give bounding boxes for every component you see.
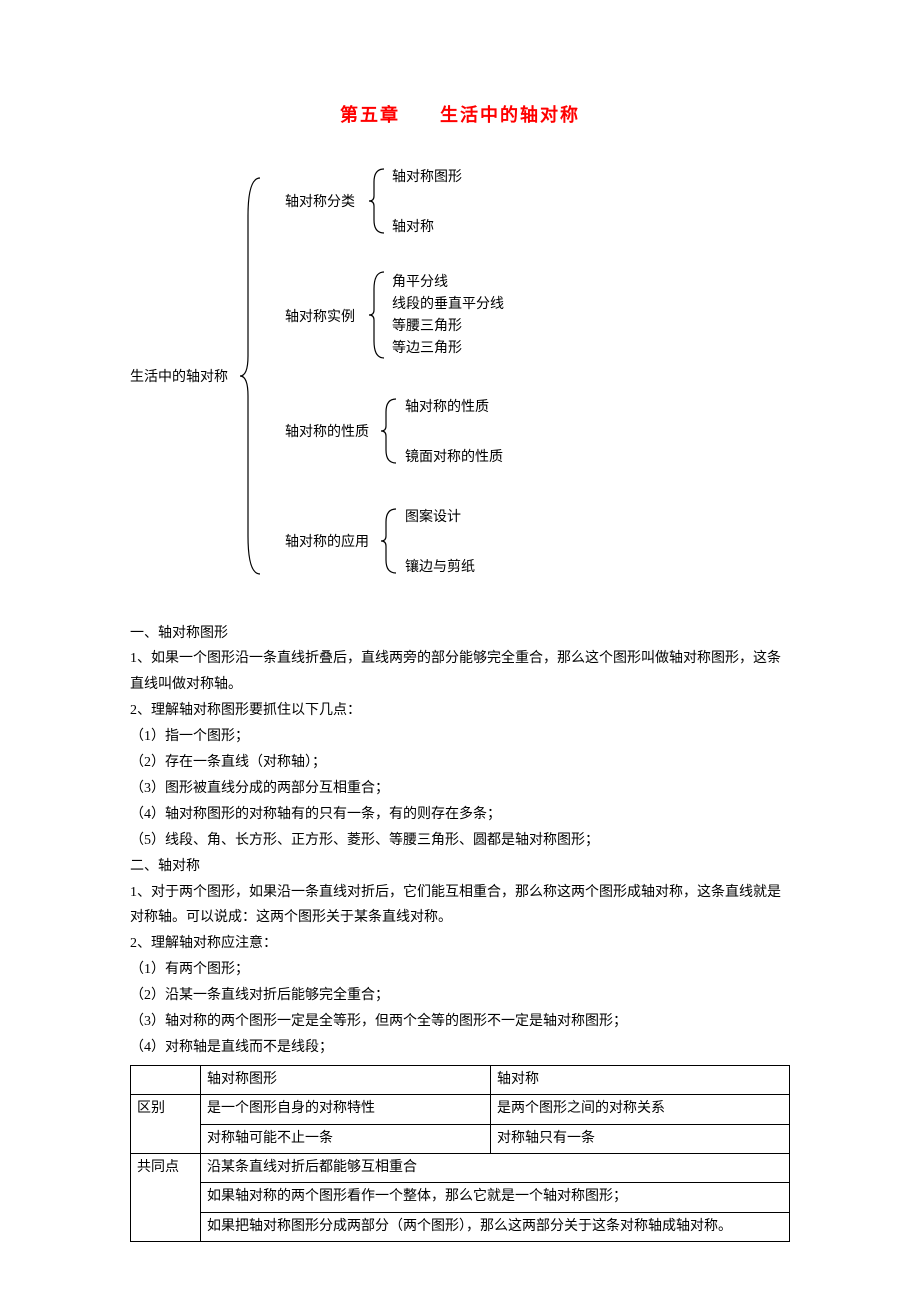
leaf-3-0: 轴对称的性质 xyxy=(405,396,489,420)
table-row: 轴对称图形 轴对称 xyxy=(131,1065,790,1094)
table-row: 共同点 沿某条直线对折后都能够互相重合 xyxy=(131,1153,790,1182)
section2-p5: （4）对称轴是直线而不是线段； xyxy=(130,1035,790,1061)
table-cell: 沿某条直线对折后都能够互相重合 xyxy=(201,1153,790,1182)
leaf-2-2: 等腰三角形 xyxy=(392,315,462,339)
section1-p3: （2）存在一条直线（对称轴）； xyxy=(130,750,790,776)
table-cell: 共同点 xyxy=(131,1153,201,1241)
section2-p1: 2、理解轴对称应注意： xyxy=(130,931,790,957)
table-cell: 对称轴只有一条 xyxy=(491,1124,790,1153)
section1-p4: （3）图形被直线分成的两部分互相重合； xyxy=(130,776,790,802)
leaf-4-1: 镶边与剪纸 xyxy=(405,556,475,580)
section2-p2: （1）有两个图形； xyxy=(130,957,790,983)
concept-tree: 生活中的轴对称 轴对称分类 轴对称图形 轴对称 轴对称实例 角平分线 线段的垂直… xyxy=(130,166,790,596)
section1-p5: （4）轴对称图形的对称轴有的只有一条，有的则存在多条； xyxy=(130,802,790,828)
section1-p0: 1、如果一个图形沿一条直线折叠后，直线两旁的部分能够完全重合，那么这个图形叫做轴… xyxy=(130,646,790,698)
content-body: 一、轴对称图形 1、如果一个图形沿一条直线折叠后，直线两旁的部分能够完全重合，那… xyxy=(130,621,790,1242)
table-cell: 是两个图形之间的对称关系 xyxy=(491,1095,790,1124)
comparison-table: 轴对称图形 轴对称 区别 是一个图形自身的对称特性 是两个图形之间的对称关系 对… xyxy=(130,1065,790,1242)
table-cell: 轴对称图形 xyxy=(201,1065,491,1094)
table-cell: 如果轴对称的两个图形看作一个整体，那么它就是一个轴对称图形； xyxy=(201,1183,790,1212)
section1-p2: （1）指一个图形； xyxy=(130,724,790,750)
chapter-title: 第五章 生活中的轴对称 xyxy=(130,100,790,131)
table-cell xyxy=(131,1065,201,1094)
leaf-1-0: 轴对称图形 xyxy=(392,166,462,190)
table-cell: 对称轴可能不止一条 xyxy=(201,1124,491,1153)
table-cell: 轴对称 xyxy=(491,1065,790,1094)
branch-2: 轴对称实例 xyxy=(285,306,355,330)
leaf-2-3: 等边三角形 xyxy=(392,337,462,361)
branch-4: 轴对称的应用 xyxy=(285,531,369,555)
table-row: 如果把轴对称图形分成两部分（两个图形），那么这两部分关于这条对称轴成轴对称。 xyxy=(131,1212,790,1241)
table-row: 对称轴可能不止一条 对称轴只有一条 xyxy=(131,1124,790,1153)
brace-3 xyxy=(378,396,402,466)
brace-1 xyxy=(366,166,390,236)
leaf-2-0: 角平分线 xyxy=(392,271,448,295)
section2-p4: （3）轴对称的两个图形一定是全等形，但两个全等的图形不一定是轴对称图形； xyxy=(130,1009,790,1035)
table-row: 如果轴对称的两个图形看作一个整体，那么它就是一个轴对称图形； xyxy=(131,1183,790,1212)
section1-heading: 一、轴对称图形 xyxy=(130,621,790,647)
section2-p3: （2）沿某一条直线对折后能够完全重合； xyxy=(130,983,790,1009)
leaf-1-1: 轴对称 xyxy=(392,216,434,240)
section2-p0: 1、对于两个图形，如果沿一条直线对折后，它们能互相重合，那么称这两个图形成轴对称… xyxy=(130,880,790,932)
table-cell: 区别 xyxy=(131,1095,201,1154)
branch-1: 轴对称分类 xyxy=(285,191,355,215)
brace-4 xyxy=(378,506,402,576)
brace-2 xyxy=(366,269,390,361)
section1-p1: 2、理解轴对称图形要抓住以下几点： xyxy=(130,698,790,724)
branch-3: 轴对称的性质 xyxy=(285,421,369,445)
table-row: 区别 是一个图形自身的对称特性 是两个图形之间的对称关系 xyxy=(131,1095,790,1124)
table-cell: 是一个图形自身的对称特性 xyxy=(201,1095,491,1124)
section1-p6: （5）线段、角、长方形、正方形、菱形、等腰三角形、圆都是轴对称图形； xyxy=(130,828,790,854)
leaf-4-0: 图案设计 xyxy=(405,506,461,530)
section2-heading: 二、轴对称 xyxy=(130,854,790,880)
tree-root: 生活中的轴对称 xyxy=(130,366,228,390)
table-cell: 如果把轴对称图形分成两部分（两个图形），那么这两部分关于这条对称轴成轴对称。 xyxy=(201,1212,790,1241)
brace-root xyxy=(238,176,268,576)
leaf-3-1: 镜面对称的性质 xyxy=(405,446,503,470)
leaf-2-1: 线段的垂直平分线 xyxy=(392,293,504,317)
